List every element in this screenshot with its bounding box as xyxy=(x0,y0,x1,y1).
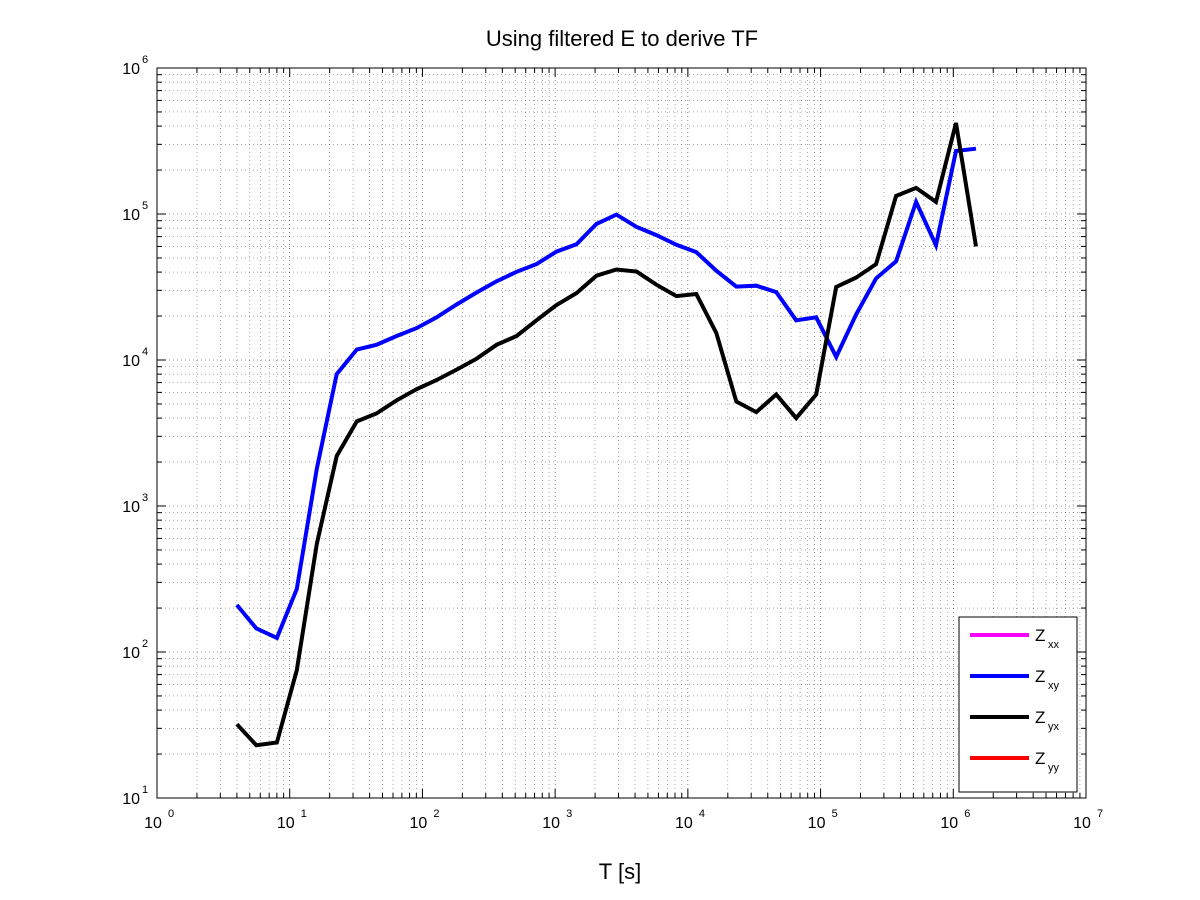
axis-ticks xyxy=(156,67,1087,799)
y-tick-label: 106 xyxy=(122,54,148,78)
grid xyxy=(157,68,1086,798)
legend-label-subscript: xx xyxy=(1048,639,1060,651)
x-tick-label-exponent: 5 xyxy=(832,808,838,820)
y-tick-label-exponent: 2 xyxy=(142,638,148,650)
x-tick-label-base: 10 xyxy=(410,815,428,832)
y-tick-label: 102 xyxy=(122,638,148,662)
y-tick-label-base: 10 xyxy=(122,207,140,224)
x-tick-label-base: 10 xyxy=(940,815,958,832)
x-tick-label: 10 5 xyxy=(808,808,838,832)
x-tick-label: 10 0 xyxy=(144,808,174,832)
series-line-zyx xyxy=(235,122,978,748)
y-tick-label-exponent: 6 xyxy=(142,54,148,66)
legend-label: Z xyxy=(1035,667,1045,686)
x-tick-label-base: 10 xyxy=(808,815,826,832)
legend-label-subscript: yy xyxy=(1048,762,1060,774)
x-tick-label-base: 10 xyxy=(542,815,560,832)
x-tick-label-exponent: 0 xyxy=(168,808,174,820)
legend-label: Z xyxy=(1035,626,1045,645)
x-tick-label-base: 10 xyxy=(277,815,295,832)
x-tick-label-exponent: 3 xyxy=(566,808,572,820)
legend-label-subscript: xy xyxy=(1048,680,1060,692)
legend-box xyxy=(958,616,1078,793)
y-tick-label-exponent: 4 xyxy=(142,346,148,358)
series-line-zxy xyxy=(235,146,977,641)
y-tick-label: 104 xyxy=(122,346,148,370)
x-tick-label: 10 7 xyxy=(1073,808,1103,832)
legend-label: Z xyxy=(1035,708,1045,727)
y-tick-label-base: 10 xyxy=(122,353,140,370)
legend-label: Z xyxy=(1035,749,1045,768)
y-tick-label-base: 10 xyxy=(122,61,140,78)
legend-label-subscript: yx xyxy=(1048,721,1060,733)
plot-area xyxy=(157,68,1086,798)
y-tick-label-base: 10 xyxy=(122,791,140,808)
y-tick-label: 105 xyxy=(122,200,148,224)
x-tick-label: 10 3 xyxy=(542,808,572,832)
y-tick-label: 103 xyxy=(122,492,148,516)
y-tick-label-exponent: 5 xyxy=(142,200,148,212)
x-tick-label-base: 10 xyxy=(144,815,162,832)
chart-title: Using filtered E to derive TF xyxy=(486,26,758,51)
plot-frame xyxy=(156,67,1087,799)
x-tick-label-exponent: 1 xyxy=(301,808,307,820)
x-tick-label: 10 2 xyxy=(410,808,440,832)
x-tick-label-base: 10 xyxy=(675,815,693,832)
x-axis-label: T [s] xyxy=(599,859,641,884)
x-tick-label: 10 4 xyxy=(675,808,705,832)
x-tick-label-base: 10 xyxy=(1073,815,1091,832)
x-tick-label-exponent: 4 xyxy=(699,808,705,820)
y-tick-label-base: 10 xyxy=(122,645,140,662)
x-tick-label: 10 1 xyxy=(277,808,307,832)
x-tick-label-exponent: 6 xyxy=(964,808,970,820)
y-tick-label: 101 xyxy=(122,784,148,808)
x-tick-label: 10 6 xyxy=(940,808,970,832)
y-tick-label-exponent: 1 xyxy=(142,784,148,796)
y-tick-label-exponent: 3 xyxy=(142,492,148,504)
x-tick-label-exponent: 7 xyxy=(1097,808,1103,820)
x-tick-label-exponent: 2 xyxy=(433,808,439,820)
y-tick-label-base: 10 xyxy=(122,499,140,516)
x-tick-labels: 10 0 10 1 10 2 10 3 10 4 10 5 10 6 10 7 xyxy=(144,808,1103,832)
series-lines xyxy=(235,122,978,748)
